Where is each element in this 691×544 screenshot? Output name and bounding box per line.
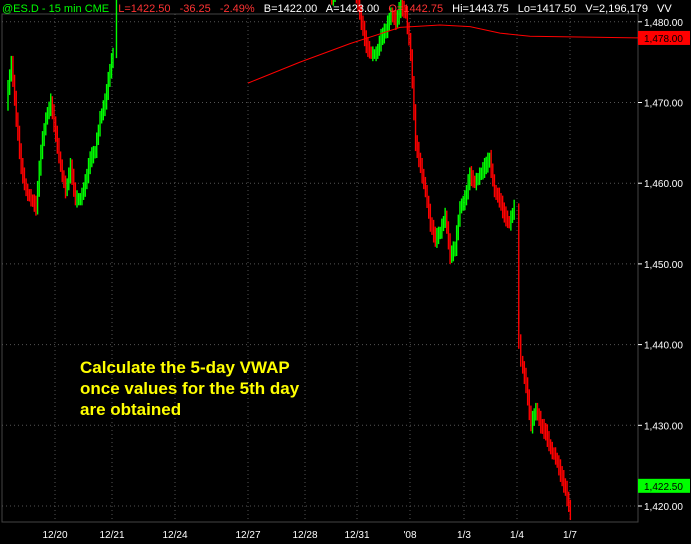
x-tick-label: 12/24 (162, 530, 187, 541)
x-tick-label: 12/20 (42, 530, 67, 541)
x-tick-label: 12/28 (292, 530, 317, 541)
y-tick-label: 1,460.00 (644, 179, 683, 190)
plot-frame (1, 13, 639, 523)
annotation-text: Calculate the 5-day VWAP once values for… (80, 357, 370, 420)
annotation-line-2: once values for the 5th day (80, 379, 300, 398)
vwap-line (247, 24, 639, 84)
vwap-price-tag-label: 1,478.00 (644, 34, 683, 45)
annotation-line-1: Calculate the 5-day VWAP (80, 358, 290, 377)
quote-header: @ES.D - 15 min CME L=1422.50 -36.25 -2.4… (2, 3, 678, 15)
x-tick-label: 12/31 (344, 530, 369, 541)
x-tick-label: 1/7 (563, 530, 577, 541)
y-tick-label: 1,430.00 (644, 421, 683, 432)
annotation-line-3: are obtained (80, 400, 182, 419)
y-tick-label: 1,470.00 (644, 99, 683, 110)
bid-price: B=1422.00 (263, 3, 318, 15)
y-tick-label: 1,450.00 (644, 260, 683, 271)
x-tick-label: 12/21 (99, 530, 124, 541)
x-tick-label: 12/27 (235, 530, 260, 541)
y-tick-label: 1,420.00 (644, 502, 683, 513)
y-tick-label: 1,440.00 (644, 341, 683, 352)
ask-price: A=1423.00 (325, 3, 380, 15)
volume: V=2,196,179 (585, 3, 648, 15)
header-trail: VV (657, 3, 672, 15)
x-tick-label: 1/3 (457, 530, 471, 541)
low-price: Lo=1417.50 (517, 3, 577, 15)
net-change: -36.25 (179, 3, 211, 15)
symbol-label: @ES.D - 15 min CME (2, 3, 110, 15)
last-price: L=1422.50 (118, 3, 171, 15)
last-price-tag-label: 1,422.50 (644, 482, 683, 493)
high-price: Hi=1443.75 (452, 3, 509, 15)
open-price: O=1442.75 (388, 3, 444, 15)
pct-change: -2.49% (219, 3, 255, 15)
last-price-tag (638, 478, 690, 493)
y-tick-label: 1,480.00 (644, 18, 683, 29)
x-tick-label: '08 (403, 530, 416, 541)
vwap-price-tag (638, 30, 690, 45)
x-tick-label: 1/4 (510, 530, 524, 541)
